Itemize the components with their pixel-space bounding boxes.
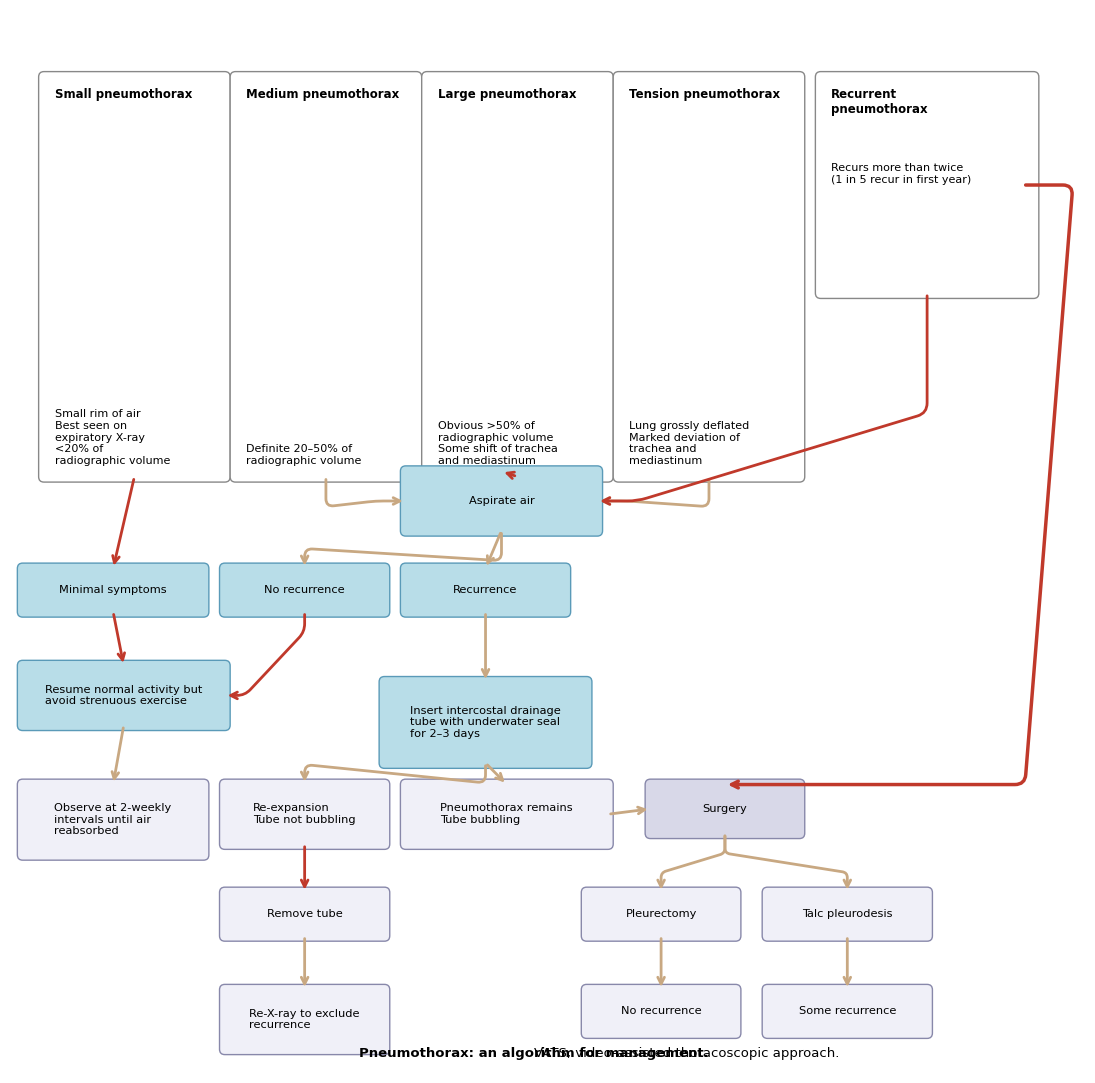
FancyBboxPatch shape [762, 984, 933, 1039]
Text: Recurrent
pneumothorax: Recurrent pneumothorax [831, 88, 927, 116]
FancyBboxPatch shape [230, 71, 422, 482]
Text: No recurrence: No recurrence [621, 1006, 702, 1017]
FancyBboxPatch shape [581, 887, 741, 941]
FancyBboxPatch shape [613, 71, 805, 482]
Text: Re-X-ray to exclude
recurrence: Re-X-ray to exclude recurrence [250, 1008, 360, 1030]
FancyBboxPatch shape [401, 466, 602, 536]
FancyBboxPatch shape [401, 563, 570, 617]
FancyBboxPatch shape [18, 779, 209, 860]
Text: No recurrence: No recurrence [264, 585, 345, 596]
Text: VATS, video-assisted thoracoscopic approach.: VATS, video-assisted thoracoscopic appro… [228, 1047, 839, 1060]
FancyBboxPatch shape [401, 779, 613, 849]
Text: Medium pneumothorax: Medium pneumothorax [246, 88, 400, 101]
Text: Minimal symptoms: Minimal symptoms [59, 585, 166, 596]
FancyBboxPatch shape [18, 661, 230, 731]
Text: Pleurectomy: Pleurectomy [625, 909, 696, 919]
FancyBboxPatch shape [219, 984, 390, 1055]
Text: Re-expansion
Tube not bubbling: Re-expansion Tube not bubbling [253, 804, 356, 825]
Text: Large pneumothorax: Large pneumothorax [438, 88, 576, 101]
Text: Aspirate air: Aspirate air [469, 496, 534, 506]
Text: Small rim of air
Best seen on
expiratory X-ray
<20% of
radiographic volume: Small rim of air Best seen on expiratory… [55, 409, 170, 466]
FancyBboxPatch shape [18, 563, 209, 617]
FancyBboxPatch shape [422, 71, 613, 482]
Text: Small pneumothorax: Small pneumothorax [55, 88, 192, 101]
FancyBboxPatch shape [379, 677, 592, 768]
Text: Definite 20–50% of
radiographic volume: Definite 20–50% of radiographic volume [246, 444, 361, 466]
Text: Recurs more than twice
(1 in 5 recur in first year): Recurs more than twice (1 in 5 recur in … [831, 164, 971, 185]
Text: Recurrence: Recurrence [453, 585, 518, 596]
Text: Pneumothorax remains
Tube bubbling: Pneumothorax remains Tube bubbling [440, 804, 573, 825]
FancyBboxPatch shape [219, 779, 390, 849]
FancyBboxPatch shape [762, 887, 933, 941]
Text: Lung grossly deflated
Marked deviation of
trachea and
mediastinum: Lung grossly deflated Marked deviation o… [630, 421, 749, 466]
FancyBboxPatch shape [816, 71, 1039, 299]
FancyBboxPatch shape [219, 563, 390, 617]
FancyBboxPatch shape [645, 779, 805, 838]
Text: Observe at 2-weekly
intervals until air
reabsorbed: Observe at 2-weekly intervals until air … [55, 804, 172, 836]
Text: Some recurrence: Some recurrence [798, 1006, 896, 1017]
Text: Surgery: Surgery [703, 804, 747, 813]
FancyBboxPatch shape [219, 887, 390, 941]
Text: Resume normal activity but
avoid strenuous exercise: Resume normal activity but avoid strenuo… [45, 684, 203, 706]
FancyBboxPatch shape [38, 71, 230, 482]
FancyBboxPatch shape [581, 984, 741, 1039]
Text: Pneumothorax: an algorithm for management.: Pneumothorax: an algorithm for managemen… [358, 1047, 708, 1060]
Text: Remove tube: Remove tube [267, 909, 343, 919]
Text: Insert intercostal drainage
tube with underwater seal
for 2–3 days: Insert intercostal drainage tube with un… [411, 706, 561, 739]
Text: Tension pneumothorax: Tension pneumothorax [630, 88, 781, 101]
Text: Obvious >50% of
radiographic volume
Some shift of trachea
and mediastinum: Obvious >50% of radiographic volume Some… [438, 421, 557, 466]
Text: Talc pleurodesis: Talc pleurodesis [802, 909, 892, 919]
